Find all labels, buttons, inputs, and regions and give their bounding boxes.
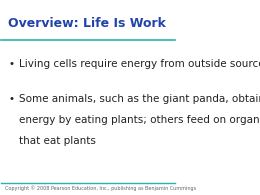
Text: Some animals, such as the giant panda, obtain: Some animals, such as the giant panda, o… [19, 94, 260, 104]
Text: •: • [8, 59, 14, 69]
Text: •: • [8, 94, 14, 104]
Text: energy by eating plants; others feed on organisms: energy by eating plants; others feed on … [19, 115, 260, 125]
Text: Living cells require energy from outside sources: Living cells require energy from outside… [19, 59, 260, 69]
Text: Overview: Life Is Work: Overview: Life Is Work [8, 17, 166, 30]
Text: Copyright © 2008 Pearson Education, Inc., publishing as Benjamin Cummings: Copyright © 2008 Pearson Education, Inc.… [5, 185, 196, 191]
Text: that eat plants: that eat plants [19, 136, 96, 146]
